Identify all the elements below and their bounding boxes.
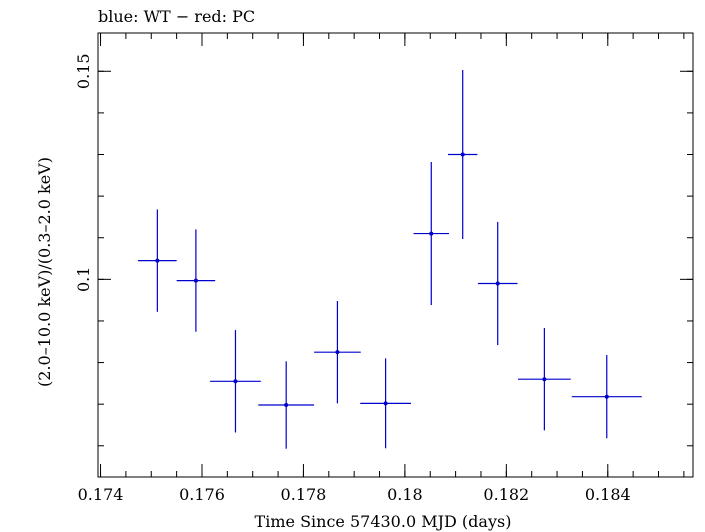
point-marker	[495, 281, 500, 286]
data-point	[477, 221, 518, 346]
y-tick-label: 0.15	[74, 53, 93, 89]
y-tick-label: 0.1	[74, 267, 93, 292]
x-tick-label: 0.182	[483, 485, 529, 504]
data-point	[138, 209, 177, 312]
point-marker	[429, 231, 434, 236]
data-point	[176, 229, 216, 332]
x-tick-label: 0.176	[179, 485, 225, 504]
axes: 0.174 0.176 0.178 0.18 0.182 0.184 0.1 0.15	[74, 33, 693, 504]
y-axis-label: (2.0–10.0 keV)/(0.3–2.0 keV)	[35, 157, 54, 387]
point-marker	[460, 152, 465, 157]
x-axis-label: Time Since 57430.0 MJD (days)	[255, 512, 512, 531]
data-point	[413, 161, 450, 306]
x-tick-label: 0.174	[78, 485, 124, 504]
data-point	[448, 70, 478, 239]
plot-frame	[97, 32, 694, 478]
x-tick-label: 0.18	[387, 485, 423, 504]
point-marker	[233, 379, 238, 384]
point-marker	[383, 401, 388, 406]
data-points	[138, 70, 642, 449]
x-tick-label: 0.184	[585, 485, 631, 504]
data-point	[210, 330, 261, 433]
point-marker	[542, 377, 547, 382]
point-marker	[604, 394, 609, 399]
point-marker	[155, 258, 160, 263]
x-tick-label: 0.178	[281, 485, 327, 504]
data-point	[518, 328, 571, 431]
point-marker	[284, 403, 289, 408]
point-marker	[193, 278, 198, 283]
chart-title: blue: WT − red: PC	[98, 7, 255, 26]
data-point	[258, 361, 315, 449]
point-marker	[335, 350, 340, 355]
data-point	[314, 300, 361, 404]
data-point	[360, 358, 411, 449]
data-point	[571, 355, 642, 439]
